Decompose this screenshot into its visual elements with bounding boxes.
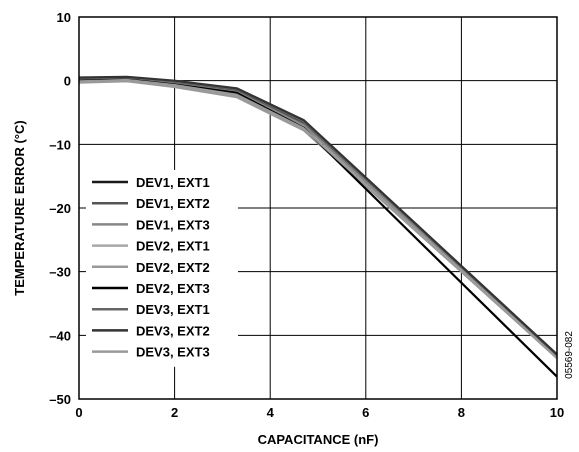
series-line (78, 75, 558, 356)
y-tick-label: –30 (49, 265, 71, 280)
legend-label: DEV3, EXT1 (136, 302, 210, 317)
x-tick-label: 2 (171, 405, 178, 420)
x-tick-label: 6 (362, 405, 369, 420)
legend-label: DEV2, EXT1 (136, 239, 210, 254)
x-tick-label: 4 (267, 405, 275, 420)
y-tick-label: –40 (49, 328, 71, 343)
x-tick-label: 8 (458, 405, 465, 420)
y-tick-label: –10 (49, 137, 71, 152)
y-tick-label: 10 (57, 10, 71, 25)
y-tick-label: –20 (49, 201, 71, 216)
tick-labels: 0 2 4 6 8 10 10 0 –10 –20 –30 –40 –50 (49, 10, 564, 420)
figure-id: 05569-082 (564, 331, 575, 379)
legend-label: DEV1, EXT3 (136, 217, 210, 232)
legend: DEV1, EXT1 DEV1, EXT2 DEV1, EXT3 DEV2, EXT1… (86, 170, 238, 367)
y-tick-label: –50 (49, 392, 71, 407)
series-lines (78, 75, 558, 378)
legend-label: DEV1, EXT1 (136, 175, 210, 190)
plot-frame (78, 16, 558, 400)
series-line (78, 78, 558, 360)
legend-label: DEV3, EXT2 (136, 323, 210, 338)
legend-label: DEV3, EXT3 (136, 345, 210, 360)
x-axis-label: CAPACITANCE (nF) (258, 432, 379, 447)
x-tick-label: 0 (75, 405, 82, 420)
y-tick-label: 0 (64, 74, 71, 89)
legend-label: DEV2, EXT2 (136, 260, 210, 275)
y-axis-label: TEMPERATURE ERROR (°C) (12, 120, 27, 295)
x-tick-label: 10 (550, 405, 564, 420)
legend-label: DEV1, EXT2 (136, 196, 210, 211)
legend-label: DEV2, EXT3 (136, 281, 210, 296)
